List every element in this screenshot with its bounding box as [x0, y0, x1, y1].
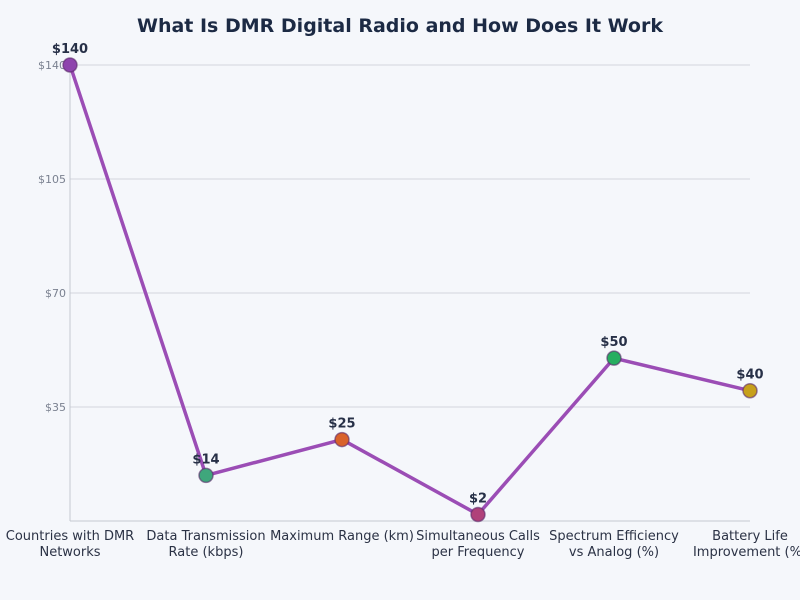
data-label: $2 [469, 491, 487, 506]
chart-title: What Is DMR Digital Radio and How Does I… [136, 15, 663, 37]
data-point [334, 431, 350, 448]
series-line [68, 64, 751, 517]
x-tick-label: Rate (kbps) [169, 545, 244, 560]
data-label: $25 [328, 417, 355, 432]
data-label: $140 [52, 42, 88, 57]
data-point [62, 57, 78, 73]
x-tick-label: Spectrum Efficiency [549, 529, 679, 544]
x-tick-label: Simultaneous Calls [416, 529, 540, 544]
data-point [198, 467, 214, 484]
data-label: $40 [736, 368, 763, 383]
x-tick-label: Maximum Range (km) [270, 529, 414, 544]
data-point [606, 350, 622, 366]
x-tick-label: vs Analog (%) [569, 545, 659, 560]
x-tick-label: Networks [39, 545, 100, 560]
x-tick-label: Countries with DMR [6, 529, 134, 544]
y-tick-label: $35 [45, 401, 66, 414]
data-point [470, 506, 486, 523]
x-tick-label: per Frequency [432, 545, 525, 560]
y-tick-label: $70 [45, 287, 66, 300]
data-label: $50 [600, 335, 627, 350]
y-tick-label: $140 [38, 59, 66, 72]
data-label: $14 [192, 452, 219, 467]
x-tick-label: Data Transmission [146, 529, 265, 544]
x-tick-label: Battery Life [712, 529, 788, 544]
y-tick-label: $105 [38, 173, 66, 186]
data-point [742, 382, 758, 399]
x-tick-label: Improvement (%) [693, 545, 800, 560]
